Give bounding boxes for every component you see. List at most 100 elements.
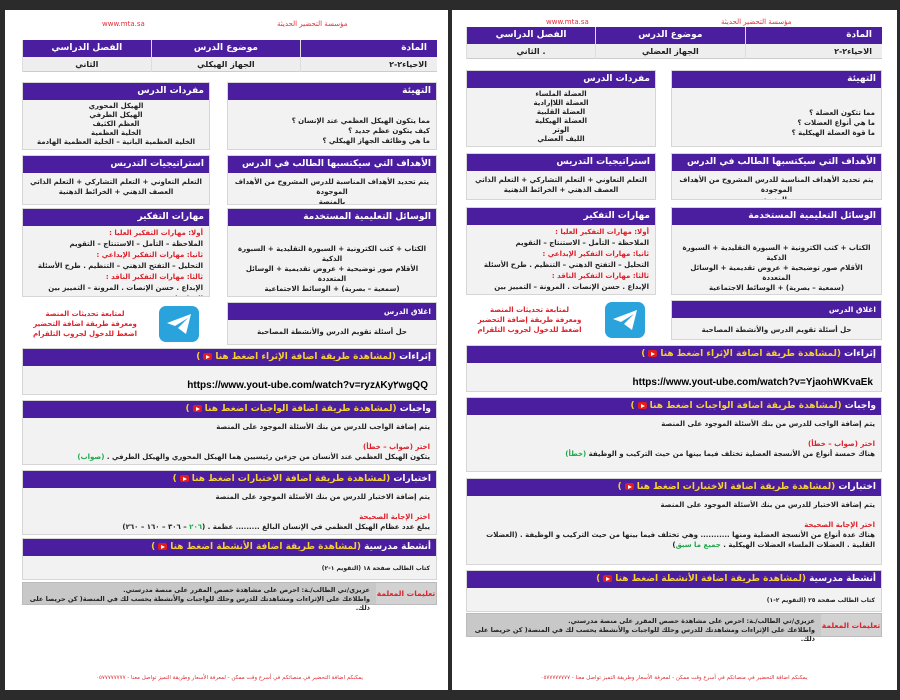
tests-answer: جميع ما سبق	[675, 541, 721, 549]
activities-heading: أنشطة مدرسية	[364, 542, 431, 552]
teaching-tools-body: الكتاب + كتب الكترونية + السبورة التقليد…	[672, 225, 881, 294]
homework-link-close: )	[185, 404, 190, 414]
homework-heading: واجبات	[399, 404, 431, 414]
term-label: الفصل الدراسي	[467, 27, 595, 44]
teacher-instructions-line: عزيزي/تي الطالب/ـة: احرص على مشاهدة حصص …	[568, 617, 815, 625]
warmup-line: ما هي أنواع العضلات ؟	[797, 119, 875, 127]
teacher-instructions-text: عزيزي/تي الطالب/ـة: احرص على مشاهدة حصص …	[23, 583, 376, 612]
site-url[interactable]: www.mta.sa	[546, 18, 589, 26]
tests-intro: يتم إضافة الاختبار للدرس من بنك الأسئلة …	[660, 501, 875, 509]
vocabulary-line: الوتر	[552, 126, 570, 134]
lesson-info-topic: موضوع الدرس الجهاز العضلي	[594, 27, 745, 59]
activities-title: أنشطة مدرسية (لمشاهدة طريقة اضافة الأنشط…	[23, 539, 436, 556]
lesson-info-term: الفصل الدراسي الثاني .	[466, 27, 595, 59]
vocabulary-body: الهيكل المحوري الهيكل الطرفي العظم الكثيف ا…	[23, 100, 209, 149]
thinking-skills-line: الإبداع . حسن الإنصات . المرونة – التميي…	[48, 284, 203, 296]
term-value: الثاني	[23, 57, 151, 72]
youtube-icon[interactable]	[648, 350, 658, 357]
tests-link-close: )	[617, 482, 622, 492]
telegram-promo-line: ومعرفة طريقة اضافة التحضير	[33, 319, 137, 328]
telegram-promo-text: لمتابعة تحديثات المنصة ومعرفة طريقة إضافة…	[478, 305, 582, 335]
thinking-skills-body: أولا: مهارات التفكير العليا : الملاحظة – …	[23, 226, 209, 296]
teaching-strategies-line: التعلم التعاوني + التعلم التشاركي + التع…	[475, 176, 647, 184]
vocabulary-line: الليف العضلي	[537, 135, 585, 143]
vocabulary-title: مفردات الدرس	[23, 83, 209, 100]
objectives-line: بالمنصة	[763, 196, 790, 200]
tests-prompt: اختر الإجابة الصحيحة	[804, 521, 875, 529]
school-activities-section: أنشطة مدرسية (لمشاهدة طريقة اضافة الأنشط…	[466, 570, 882, 612]
enrichment-link-close: )	[196, 352, 201, 362]
youtube-icon[interactable]	[637, 402, 647, 409]
thinking-skills-line: التحليل – التفتح الذهني – التنظيم . طرح …	[37, 262, 203, 270]
tests-answer: ٢٠٦	[189, 523, 202, 531]
activities-help-link[interactable]: (لمشاهدة طريقة اضافة الأنشطة اضغط هنا	[615, 574, 806, 584]
activities-help-link[interactable]: (لمشاهدة طريقة اضافة الأنشطة اضغط هنا	[170, 542, 361, 552]
lesson-page-muscular-skeletal-1: www.mta.sa مؤسسة التحضير الحديثة المادة الا…	[5, 10, 448, 690]
tests-question-suffix: )	[672, 541, 676, 549]
telegram-promo[interactable]: لمتابعة تحديثات المنصة ومعرفة طريقة اضافة…	[22, 302, 210, 345]
homework-answer: (خطأ)	[565, 450, 587, 458]
tests-question-suffix: – ٣٠٦ – ١٦٠ – ٢٦٠)	[122, 523, 190, 531]
teaching-strategies-title: استراتيجيات التدريس	[23, 156, 209, 173]
thinking-skills-line: أولا: مهارات التفكير العليا :	[109, 229, 203, 237]
tests-help-link[interactable]: (لمشاهدة طريقة اضافة الاختبارات اضغط هنا	[636, 482, 836, 492]
teaching-tools-line: (سمعية – بصرية) + الوسائط الاجتماعية	[264, 285, 400, 293]
site-url[interactable]: www.mta.sa	[102, 20, 145, 28]
tests-help-link[interactable]: (لمشاهدة طريقة اضافة الاختبارات اضغط هنا	[191, 474, 391, 484]
teaching-tools-line: الكتاب + كتب الكترونية + السبورة التقليد…	[682, 244, 871, 262]
vocabulary-line: العظم الكثيف	[92, 120, 140, 128]
youtube-icon[interactable]	[158, 543, 168, 550]
objectives-body: يتم تحديد الأهداف المناسبة للدرس المشروح…	[228, 173, 436, 204]
youtube-icon[interactable]	[179, 475, 189, 482]
lesson-closing-section: اغلاق الدرس حل أسئلة تقويم الدرس والأنشطة…	[227, 302, 437, 345]
telegram-icon[interactable]	[159, 305, 200, 342]
tests-question-text: هناك عدة أنواع من الأنسجة العضلية ومنها …	[486, 531, 875, 549]
teacher-instructions-label: تعليمات المعلمة	[376, 583, 436, 604]
telegram-promo[interactable]: لمتابعة تحديثات المنصة ومعرفة طريقة إضافة…	[466, 300, 656, 340]
activities-link-close: )	[596, 574, 601, 584]
tests-question: هناك عدة أنواع من الأنسجة العضلية ومنها …	[473, 530, 875, 550]
vocabulary-title: مفردات الدرس	[467, 71, 655, 88]
thinking-skills-line: ثالثا: مهارات التفكير الناقد :	[105, 273, 203, 281]
tests-body: يتم إضافة الاختبار للدرس من بنك الأسئلة …	[467, 496, 881, 554]
activities-heading: أنشطة مدرسية	[809, 574, 876, 584]
teaching-strategies-section: استراتيجيات التدريس التعلم التعاوني + الت…	[466, 153, 656, 200]
homework-question-text: يتكون الهيكل العظمي عند الأنسان من جزءين…	[104, 453, 430, 461]
tests-title: اختبارات (لمشاهدة طريقة اضافة الاختبارات…	[467, 479, 881, 496]
school-activities-section: أنشطة مدرسية (لمشاهدة طريقة اضافة الأنشط…	[22, 538, 437, 580]
thinking-skills-body: أولا: مهارات التفكير العليا : الملاحظة – …	[467, 225, 655, 294]
youtube-icon[interactable]	[603, 575, 613, 582]
vocabulary-line: العضلة القلبية	[536, 108, 586, 116]
warmup-body: مما يتكون الهيكل العظمي عند الإنسان ؟ كيف…	[228, 100, 436, 149]
warmup-line: ما هي وظائف الجهاز الهيكلي ؟	[322, 137, 430, 145]
tests-section: اختبارات (لمشاهدة طريقة اضافة الاختبارات…	[466, 478, 882, 565]
warmup-line: كيف يتكون عظم جديد ؟	[348, 127, 430, 135]
youtube-icon[interactable]	[203, 353, 213, 360]
enrichment-heading: إثراءات	[844, 349, 876, 359]
tests-title: اختبارات (لمشاهدة طريقة اضافة الاختبارات…	[23, 471, 436, 488]
enrichment-help-link[interactable]: (لمشاهدة طريقة اضافة الإثراء اضغط هنا	[660, 349, 841, 359]
warmup-line: مما تتكون العضلة ؟	[809, 109, 875, 117]
activities-text: كتاب الطالب صفحة ٢٥ (التقويم ٢-١)	[766, 597, 875, 604]
enrichment-url[interactable]: https://www.yout-ube.com/watch?v=ryz٨Ky٢…	[187, 380, 428, 391]
topic-label: موضوع الدرس	[151, 40, 301, 57]
teaching-tools-title: الوسائل التعليمية المستخدمة	[672, 208, 881, 225]
enrichment-url[interactable]: https://www.yout-ube.com/watch?v=YjaohWK…	[632, 377, 874, 388]
telegram-icon[interactable]	[604, 302, 645, 338]
youtube-icon[interactable]	[192, 405, 202, 412]
homework-help-link[interactable]: (لمشاهدة طريقة اضافة الواجبات اضغط هنا	[649, 401, 842, 411]
youtube-icon[interactable]	[624, 483, 634, 490]
objectives-section: الأهداف التي سيكتسبها الطالب في الدرس يتم…	[227, 155, 437, 205]
enrichment-help-link[interactable]: (لمشاهدة طريقة اضافة الإثراء اضغط هنا	[215, 352, 396, 362]
thinking-skills-line: الإبداع . حسن الإنصات . المرونة – التميي…	[494, 283, 649, 291]
homework-help-link[interactable]: (لمشاهدة طريقة اضافة الواجبات اضغط هنا	[204, 404, 397, 414]
tests-heading: اختبارات	[838, 482, 876, 492]
homework-question: يتكون الهيكل العظمي عند الأنسان من جزءين…	[29, 452, 430, 462]
teacher-instructions: تعليمات المعلمة عزيزي/تي الطالب/ـة: احرص …	[22, 582, 437, 612]
activities-link-close: )	[151, 542, 156, 552]
topic-value: الجهاز الهيكلي	[151, 57, 301, 72]
topic-value: الجهاز العضلي	[595, 44, 745, 59]
teaching-tools-body: الكتاب + كتب الكترونية + السبورة التقليد…	[228, 226, 436, 296]
teaching-strategies-body: التعلم التعاوني + التعلم التشاركي + التع…	[467, 171, 655, 199]
teaching-strategies-line: العصف الذهني + الخرائط الذهنية	[58, 188, 174, 196]
